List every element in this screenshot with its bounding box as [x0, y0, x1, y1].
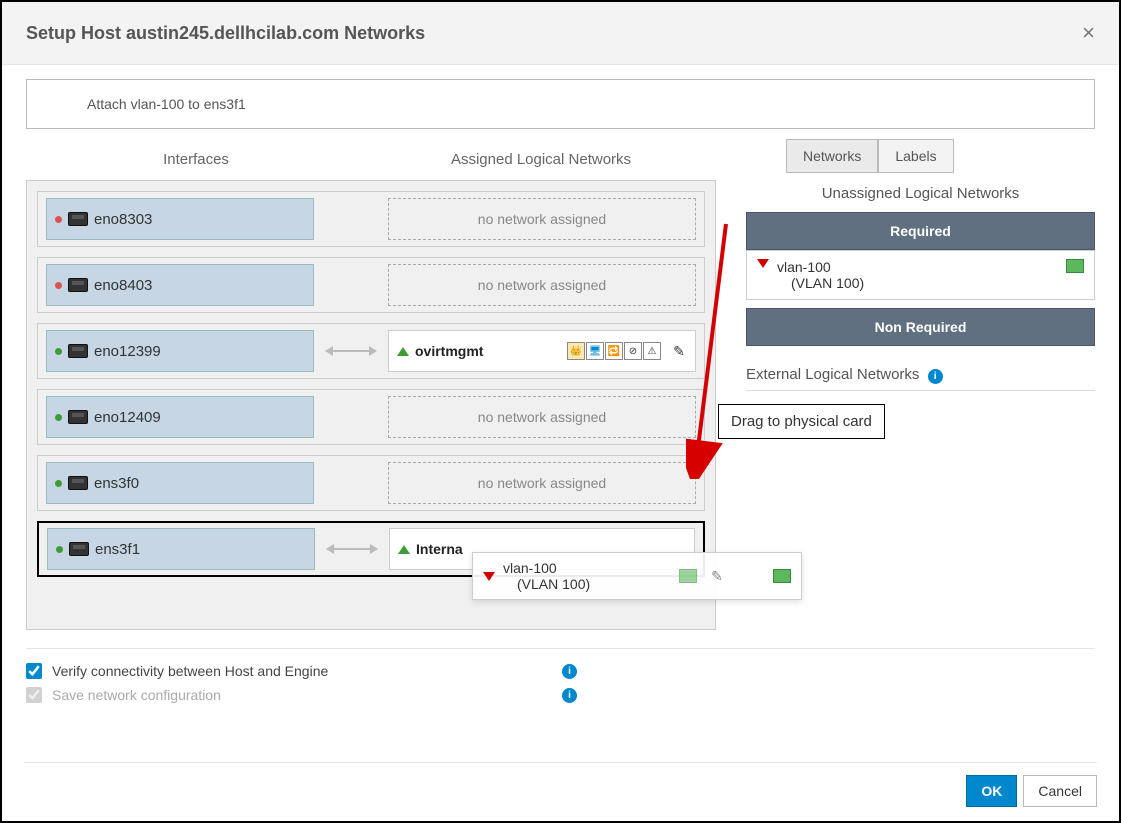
dialog-title: Setup Host austin245.dellhcilab.com Netw…	[26, 23, 425, 44]
nic-icon	[68, 212, 88, 226]
status-dot-icon	[55, 480, 62, 487]
assigned-network-box[interactable]: no network assigned	[388, 462, 696, 504]
nic-icon	[68, 476, 88, 490]
pencil-icon: ✎	[709, 568, 725, 584]
footer-options: Verify connectivity between Host and Eng…	[26, 648, 1095, 707]
vm-badge-icon	[679, 569, 697, 583]
assigned-network-name: ovirtmgmt	[415, 343, 483, 359]
unassigned-network-item[interactable]: vlan-100 (VLAN 100)	[746, 250, 1095, 300]
role-icon: ⊘	[624, 342, 642, 360]
save-config-row: Save network configuration i	[26, 683, 1095, 707]
status-dot-icon	[55, 216, 62, 223]
info-icon[interactable]: i	[562, 664, 577, 679]
info-icon[interactable]: i	[562, 688, 577, 703]
interface-row[interactable]: eno8303 no network assigned	[37, 191, 705, 247]
close-icon[interactable]: ×	[1082, 20, 1095, 46]
info-icon[interactable]: i	[928, 369, 943, 384]
interface-row[interactable]: eno12409 no network assigned	[37, 389, 705, 445]
status-dot-icon	[55, 414, 62, 421]
footer-buttons: OK Cancel	[24, 762, 1097, 807]
ok-button[interactable]: OK	[966, 775, 1017, 807]
assigned-network-box[interactable]: ovirtmgmt 👑🖥🔁⊘⚠ ✎	[388, 330, 696, 372]
dialog-header: Setup Host austin245.dellhcilab.com Netw…	[2, 2, 1119, 65]
arrow-down-icon	[757, 259, 769, 268]
interface-name-box[interactable]: eno12399	[46, 330, 314, 372]
interface-name-box[interactable]: eno12409	[46, 396, 314, 438]
save-config-label: Save network configuration	[52, 687, 221, 703]
verify-connectivity-label: Verify connectivity between Host and Eng…	[52, 663, 328, 679]
role-icon: ⚠	[643, 342, 661, 360]
connector-icon	[327, 548, 377, 550]
annotation-label: Drag to physical card	[718, 404, 885, 439]
instruction-message: Attach vlan-100 to ens3f1	[26, 79, 1095, 129]
drag-ghost-text: vlan-100 (VLAN 100)	[503, 560, 590, 592]
column-headers: Interfaces Assigned Logical Networks	[26, 139, 716, 180]
interface-name-box[interactable]: eno8403	[46, 264, 314, 306]
connector-icon	[326, 350, 376, 352]
unassigned-text: vlan-100 (VLAN 100)	[777, 259, 864, 291]
nic-icon	[68, 344, 88, 358]
assigned-network-box[interactable]: no network assigned	[388, 198, 696, 240]
arrow-icon	[398, 545, 410, 554]
non-required-header: Non Required	[746, 308, 1095, 346]
status-dot-icon	[55, 348, 62, 355]
verify-connectivity-checkbox[interactable]	[26, 663, 42, 679]
interface-name-box[interactable]: ens3f0	[46, 462, 314, 504]
no-network-label: no network assigned	[388, 462, 696, 504]
no-network-label: no network assigned	[388, 396, 696, 438]
drag-ghost: vlan-100 (VLAN 100) ✎	[472, 552, 802, 600]
drag-ghost-sub: (VLAN 100)	[517, 576, 590, 592]
vm-badge-icon	[1066, 259, 1084, 273]
status-dot-icon	[55, 282, 62, 289]
assigned-network-name: Interna	[416, 541, 463, 557]
external-networks-label: External Logical Networks	[746, 366, 919, 383]
nic-icon	[68, 278, 88, 292]
tab-labels[interactable]: Labels	[878, 139, 953, 173]
assigned-network-box[interactable]: no network assigned	[388, 264, 696, 306]
no-network-label: no network assigned	[388, 198, 696, 240]
arrow-icon	[397, 347, 409, 356]
network-role-icons: 👑🖥🔁⊘⚠	[567, 342, 661, 360]
status-dot-icon	[56, 546, 63, 553]
role-icon: 👑	[567, 342, 585, 360]
tab-networks[interactable]: Networks	[786, 139, 878, 173]
role-icon: 🔁	[605, 342, 623, 360]
pencil-icon[interactable]: ✎	[671, 343, 687, 359]
required-header: Required	[746, 212, 1095, 250]
unassigned-title: Unassigned Logical Networks	[746, 185, 1095, 202]
assigned-network-box[interactable]: no network assigned	[388, 396, 696, 438]
nic-icon	[69, 542, 89, 556]
verify-connectivity-row: Verify connectivity between Host and Eng…	[26, 659, 1095, 683]
drag-ghost-name: vlan-100	[503, 560, 590, 576]
cancel-button[interactable]: Cancel	[1023, 775, 1097, 807]
interface-row[interactable]: eno12399 ovirtmgmt 👑🖥🔁⊘⚠ ✎	[37, 323, 705, 379]
interface-label: eno8303	[94, 211, 152, 228]
tab-row: Networks Labels	[786, 139, 1095, 173]
interface-row[interactable]: ens3f0 no network assigned	[37, 455, 705, 511]
network-name: vlan-100	[777, 259, 864, 275]
role-icon: 🖥	[586, 342, 604, 360]
interfaces-header: Interfaces	[26, 139, 366, 180]
interface-label: ens3f0	[94, 475, 139, 492]
interface-label: eno12409	[94, 409, 161, 426]
save-config-checkbox	[26, 687, 42, 703]
no-network-label: no network assigned	[388, 264, 696, 306]
network-sub: (VLAN 100)	[791, 275, 864, 291]
interface-label: eno8403	[94, 277, 152, 294]
interface-name-box[interactable]: ens3f1	[47, 528, 315, 570]
external-networks-title: External Logical Networks i	[746, 366, 1095, 391]
assigned-header: Assigned Logical Networks	[366, 139, 716, 180]
interface-row[interactable]: eno8403 no network assigned	[37, 257, 705, 313]
arrow-down-icon	[483, 572, 495, 581]
nic-icon	[68, 410, 88, 424]
vm-badge-icon	[773, 569, 791, 583]
setup-host-networks-dialog: Setup Host austin245.dellhcilab.com Netw…	[0, 0, 1121, 823]
interface-name-box[interactable]: eno8303	[46, 198, 314, 240]
interface-label: eno12399	[94, 343, 161, 360]
interface-label: ens3f1	[95, 541, 140, 558]
